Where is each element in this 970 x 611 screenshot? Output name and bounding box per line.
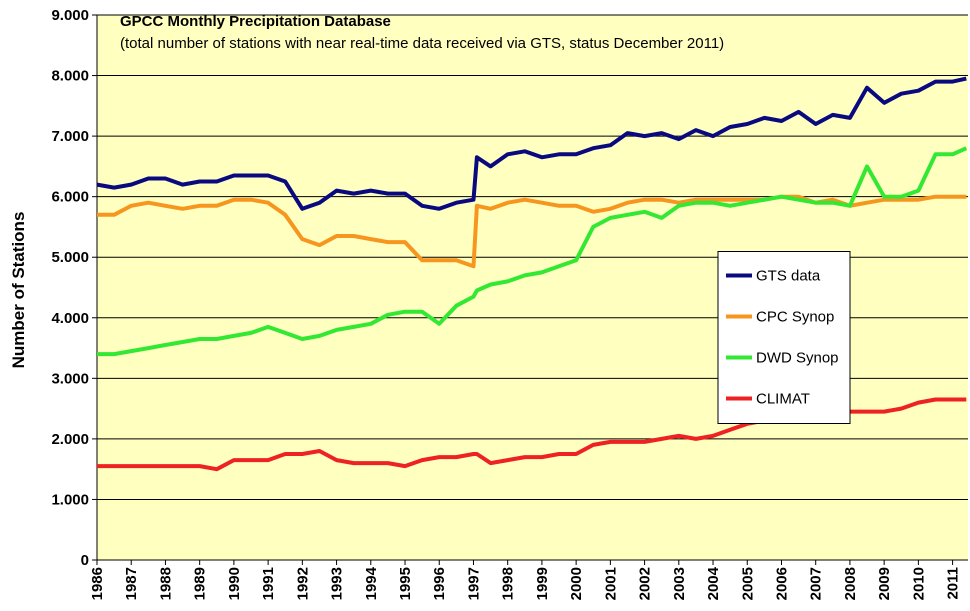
x-tick-label: 2011 [945,567,962,600]
x-tick-label: 2004 [705,566,722,600]
x-tick-label: 2002 [637,567,654,600]
x-tick-label: 1990 [226,567,243,600]
legend-label: GTS data [756,268,821,285]
x-tick-label: 2003 [671,567,688,600]
x-tick-label: 1987 [123,567,140,600]
legend: GTS data CPC Synop DWD Synop CLIMAT [717,251,851,424]
x-tick-label: 2005 [739,567,756,600]
x-tick-label: 1995 [397,567,414,600]
x-tick-label: 2010 [910,567,927,600]
series-line [97,146,968,357]
y-tick-label: 9.000 [51,7,89,24]
x-tick-label: 1996 [431,567,448,600]
y-tick-label: 7.000 [51,128,89,145]
y-tick-label: 1.000 [51,491,89,508]
y-tick-label: 4.000 [51,310,89,327]
x-tick-label: 2000 [568,567,585,600]
y-tick-label: 3.000 [51,370,89,387]
y-tick-label: 6.000 [51,189,89,206]
x-tick-label: 1997 [465,567,482,600]
legend-label: CPC Synop [756,309,834,326]
x-tick-label: 1999 [534,567,551,600]
chart-title: GPCC Monthly Precipitation Database [120,13,391,30]
x-tick-label: 2009 [876,567,893,600]
x-tick-label: 1989 [192,567,209,600]
chart-subtitle: (total number of stations with near real… [120,35,724,52]
x-tick-label: 1993 [329,567,346,600]
x-tick-label: 1988 [157,567,174,600]
x-tick-label: 1986 [89,567,106,600]
y-tick-label: 8.000 [51,68,89,85]
series-line [96,76,967,211]
y-tick-label: 5.000 [51,249,89,266]
x-tick-label: 2006 [773,567,790,600]
x-tick-label: 1998 [500,567,517,600]
x-tick-label: 2001 [602,567,619,600]
legend-label: DWD Synop [756,350,839,367]
x-tick-label: 1992 [294,567,311,600]
y-tick-label: 0 [81,552,89,569]
legend-label: CLIMAT [756,391,810,408]
x-tick-label: 2007 [808,567,825,600]
x-tick-label: 1994 [363,566,380,600]
y-tick-label: 2.000 [51,431,89,448]
x-tick-label: 1991 [260,567,277,600]
y-axis-label: Number of Stations [9,212,28,369]
x-tick-label: 2008 [842,567,859,600]
legend-box [717,251,851,424]
